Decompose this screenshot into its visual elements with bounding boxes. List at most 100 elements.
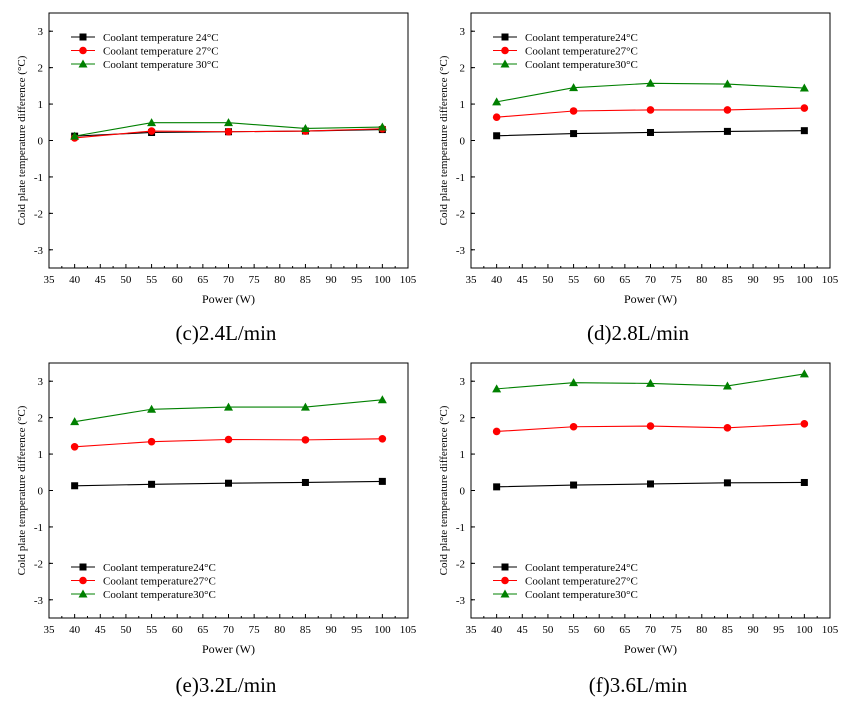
x-tick-label: 100 (796, 274, 813, 286)
x-axis-label: Power (W) (202, 642, 255, 656)
data-point-s1-4 (378, 434, 387, 443)
x-tick-label: 100 (374, 624, 391, 636)
y-axis-label: Cold plate temperature difference (°C) (16, 55, 28, 225)
data-point-s2-4 (377, 395, 387, 404)
x-tick-label: 90 (326, 274, 338, 286)
legend-entry: Coolant temperature24°C (525, 32, 638, 44)
x-tick-label: 100 (796, 624, 813, 636)
x-tick-label: 40 (69, 624, 81, 636)
legend-marker (79, 46, 87, 55)
x-tick-label: 40 (69, 274, 81, 286)
data-point-s2-4 (377, 122, 387, 131)
y-tick-label: -2 (34, 558, 43, 570)
x-tick-label: 45 (517, 274, 529, 286)
data-point-s1-3 (723, 106, 732, 114)
data-point-s0-1 (570, 130, 578, 138)
x-tick-label: 55 (146, 274, 158, 286)
data-point-s2-2 (646, 78, 655, 87)
data-point-s1-2 (646, 422, 655, 430)
x-tick-label: 65 (619, 624, 631, 636)
x-tick-label: 85 (722, 624, 734, 636)
legend-marker (78, 589, 88, 598)
x-tick-label: 45 (517, 624, 529, 636)
x-axis-label: Power (W) (624, 642, 677, 656)
data-point-s2-2 (224, 118, 233, 127)
x-tick-label: 80 (274, 274, 286, 286)
x-tick-label: 60 (594, 624, 606, 636)
y-axis-label: Cold plate temperature difference (°C) (16, 405, 28, 575)
x-tick-label: 60 (594, 274, 606, 286)
x-tick-label: 65 (197, 274, 209, 286)
x-tick-label: 70 (223, 274, 235, 286)
legend-marker (500, 59, 510, 68)
legend-entry: Coolant temperature 27°C (103, 46, 219, 58)
y-tick-label: -1 (34, 172, 43, 184)
y-tick-label: 1 (460, 99, 466, 111)
legend-entry: Coolant temperature 24°C (103, 32, 219, 44)
y-tick-label: -3 (34, 595, 44, 607)
x-tick-label: 70 (645, 624, 657, 636)
legend-entry: Coolant temperature30°C (525, 59, 638, 71)
x-tick-label: 45 (95, 624, 107, 636)
x-tick-label: 95 (351, 624, 363, 636)
y-tick-label: -1 (456, 522, 465, 534)
x-tick-label: 75 (671, 274, 683, 286)
x-tick-label: 50 (542, 624, 554, 636)
panel-caption: (f)3.6L/min (589, 673, 688, 697)
x-tick-label: 90 (326, 624, 338, 636)
y-tick-label: 2 (38, 413, 44, 425)
x-tick-label: 105 (822, 274, 839, 286)
data-point-s1-1 (569, 422, 578, 431)
y-tick-label: -2 (34, 208, 43, 220)
data-point-s2-2 (224, 402, 233, 411)
data-point-s1-0 (492, 113, 501, 121)
legend-marker (501, 33, 509, 41)
legend-entry: Coolant temperature24°C (103, 562, 216, 574)
x-tick-label: 95 (773, 274, 785, 286)
data-point-s0-4 (800, 478, 808, 486)
y-tick-label: 3 (460, 26, 466, 38)
y-tick-label: 3 (38, 26, 44, 38)
y-tick-label: -1 (456, 172, 465, 184)
y-tick-label: 1 (460, 449, 466, 461)
data-point-s2-1 (569, 378, 579, 387)
data-point-s1-3 (301, 436, 310, 444)
x-axis-label: Power (W) (202, 292, 255, 306)
x-tick-label: 45 (95, 274, 107, 286)
data-point-s2-0 (70, 417, 80, 426)
data-point-s0-0 (493, 132, 501, 140)
data-point-s0-2 (225, 479, 232, 487)
y-tick-label: -2 (456, 208, 465, 220)
data-point-s0-0 (493, 483, 501, 491)
legend-marker (79, 563, 87, 571)
legend-entry: Coolant temperature 30°C (103, 59, 219, 71)
x-tick-label: 35 (466, 624, 478, 636)
data-point-s0-1 (570, 481, 578, 489)
legend-entry: Coolant temperature27°C (103, 576, 216, 588)
x-tick-label: 35 (44, 624, 56, 636)
x-tick-label: 75 (671, 624, 683, 636)
data-point-s1-2 (646, 106, 655, 114)
x-tick-label: 75 (249, 274, 261, 286)
data-point-s0-3 (723, 127, 731, 135)
y-tick-label: 2 (460, 413, 466, 425)
x-tick-label: 75 (249, 624, 261, 636)
data-point-s2-0 (492, 97, 502, 106)
legend-marker (79, 33, 87, 41)
data-point-s1-1 (147, 127, 156, 135)
legend-marker (501, 576, 509, 585)
data-point-s2-2 (646, 378, 655, 387)
data-point-s0-1 (148, 480, 156, 488)
panel-caption: (c)2.4L/min (176, 321, 277, 345)
x-tick-label: 35 (466, 274, 478, 286)
x-tick-label: 105 (822, 624, 839, 636)
x-tick-label: 90 (748, 274, 760, 286)
x-tick-label: 50 (120, 624, 132, 636)
data-point-s1-0 (70, 442, 79, 451)
x-tick-label: 85 (300, 274, 312, 286)
x-tick-label: 85 (300, 624, 312, 636)
data-point-s1-3 (723, 424, 732, 432)
data-point-s2-1 (569, 83, 579, 92)
x-tick-label: 60 (172, 274, 184, 286)
data-point-s1-2 (224, 435, 233, 444)
